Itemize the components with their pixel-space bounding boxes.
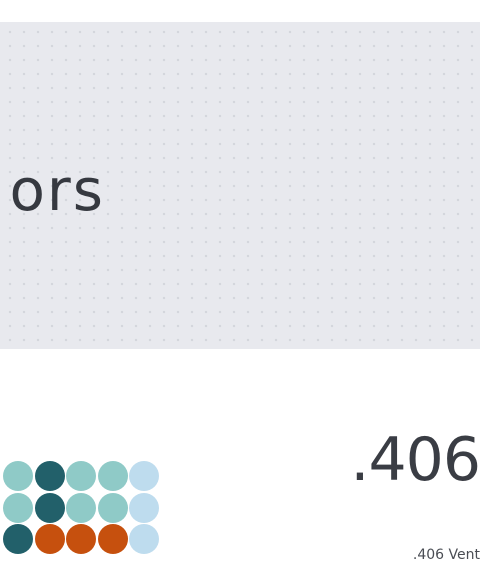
hero-banner: ors bbox=[0, 22, 480, 349]
dot-r1-c4 bbox=[97, 461, 128, 491]
stat-value: .406 bbox=[350, 425, 480, 495]
stat-caption: .406 Vent bbox=[412, 547, 480, 563]
dot-r1-c1 bbox=[3, 461, 33, 491]
dot-r2-c1 bbox=[3, 492, 33, 523]
dot-r2-c3 bbox=[66, 492, 96, 523]
dot-r3-c2 bbox=[34, 524, 65, 554]
dot-r2-c2 bbox=[34, 492, 65, 523]
hero-title: ors bbox=[9, 156, 105, 224]
dot-r1-c5 bbox=[129, 461, 159, 491]
dot-r1-c2 bbox=[34, 461, 65, 491]
dot-r2-c4 bbox=[97, 492, 128, 523]
dot-r1-c3 bbox=[66, 461, 96, 491]
dot-r3-c1 bbox=[3, 524, 33, 554]
dot-grid-graphic bbox=[0, 455, 200, 556]
dot-r3-c3 bbox=[66, 524, 96, 554]
dot-r3-c5 bbox=[129, 524, 159, 554]
dot-r2-c5 bbox=[129, 492, 159, 523]
dot-r3-c4 bbox=[97, 524, 128, 554]
